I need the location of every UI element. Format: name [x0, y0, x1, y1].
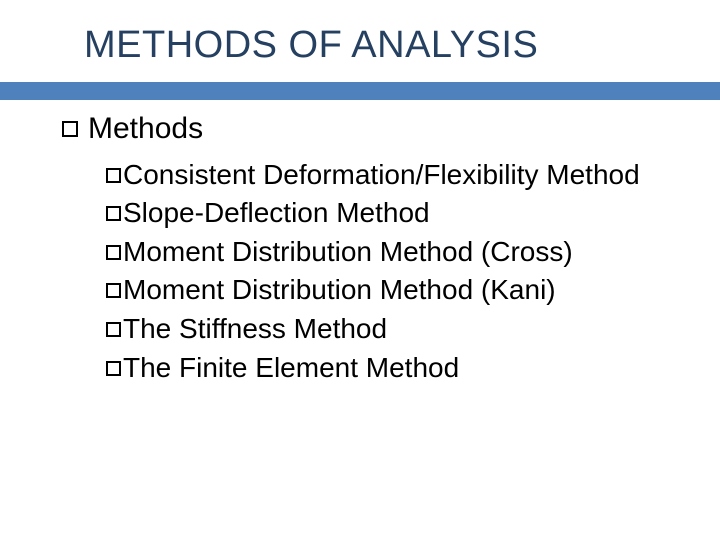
section-heading: Methods [88, 112, 203, 145]
list-item: Moment Distribution Method (Cross) [106, 233, 672, 272]
square-bullet-icon [106, 283, 121, 298]
list-item: Moment Distribution Method (Kani) [106, 271, 672, 310]
list-item-label: Moment Distribution Method (Cross) [123, 236, 573, 267]
list-item-label: The Stiffness Method [123, 313, 387, 344]
list-item: The Finite Element Method [106, 349, 672, 388]
square-bullet-icon [106, 361, 121, 376]
list-item-label: Consistent Deformation/Flexibility Metho… [123, 159, 640, 190]
content-block: Methods Consistent Deformation/Flexibili… [88, 109, 672, 387]
list-item-label: The Finite Element Method [123, 352, 459, 383]
section-heading-row: Methods [62, 109, 672, 150]
list-item: The Stiffness Method [106, 310, 672, 349]
accent-bar [0, 82, 720, 100]
list-item-label: Moment Distribution Method (Kani) [123, 274, 556, 305]
slide: METHODS OF ANALYSIS Methods Consistent D… [0, 0, 720, 540]
square-bullet-icon [106, 245, 121, 260]
slide-title: METHODS OF ANALYSIS [84, 24, 672, 67]
list-item-label: Slope-Deflection Method [123, 197, 430, 228]
methods-list: Consistent Deformation/Flexibility Metho… [106, 156, 672, 388]
square-bullet-icon [106, 168, 121, 183]
square-bullet-icon [106, 206, 121, 221]
list-item: Consistent Deformation/Flexibility Metho… [106, 156, 672, 195]
list-item: Slope-Deflection Method [106, 194, 672, 233]
square-bullet-icon [106, 322, 121, 337]
square-bullet-icon [62, 121, 78, 137]
